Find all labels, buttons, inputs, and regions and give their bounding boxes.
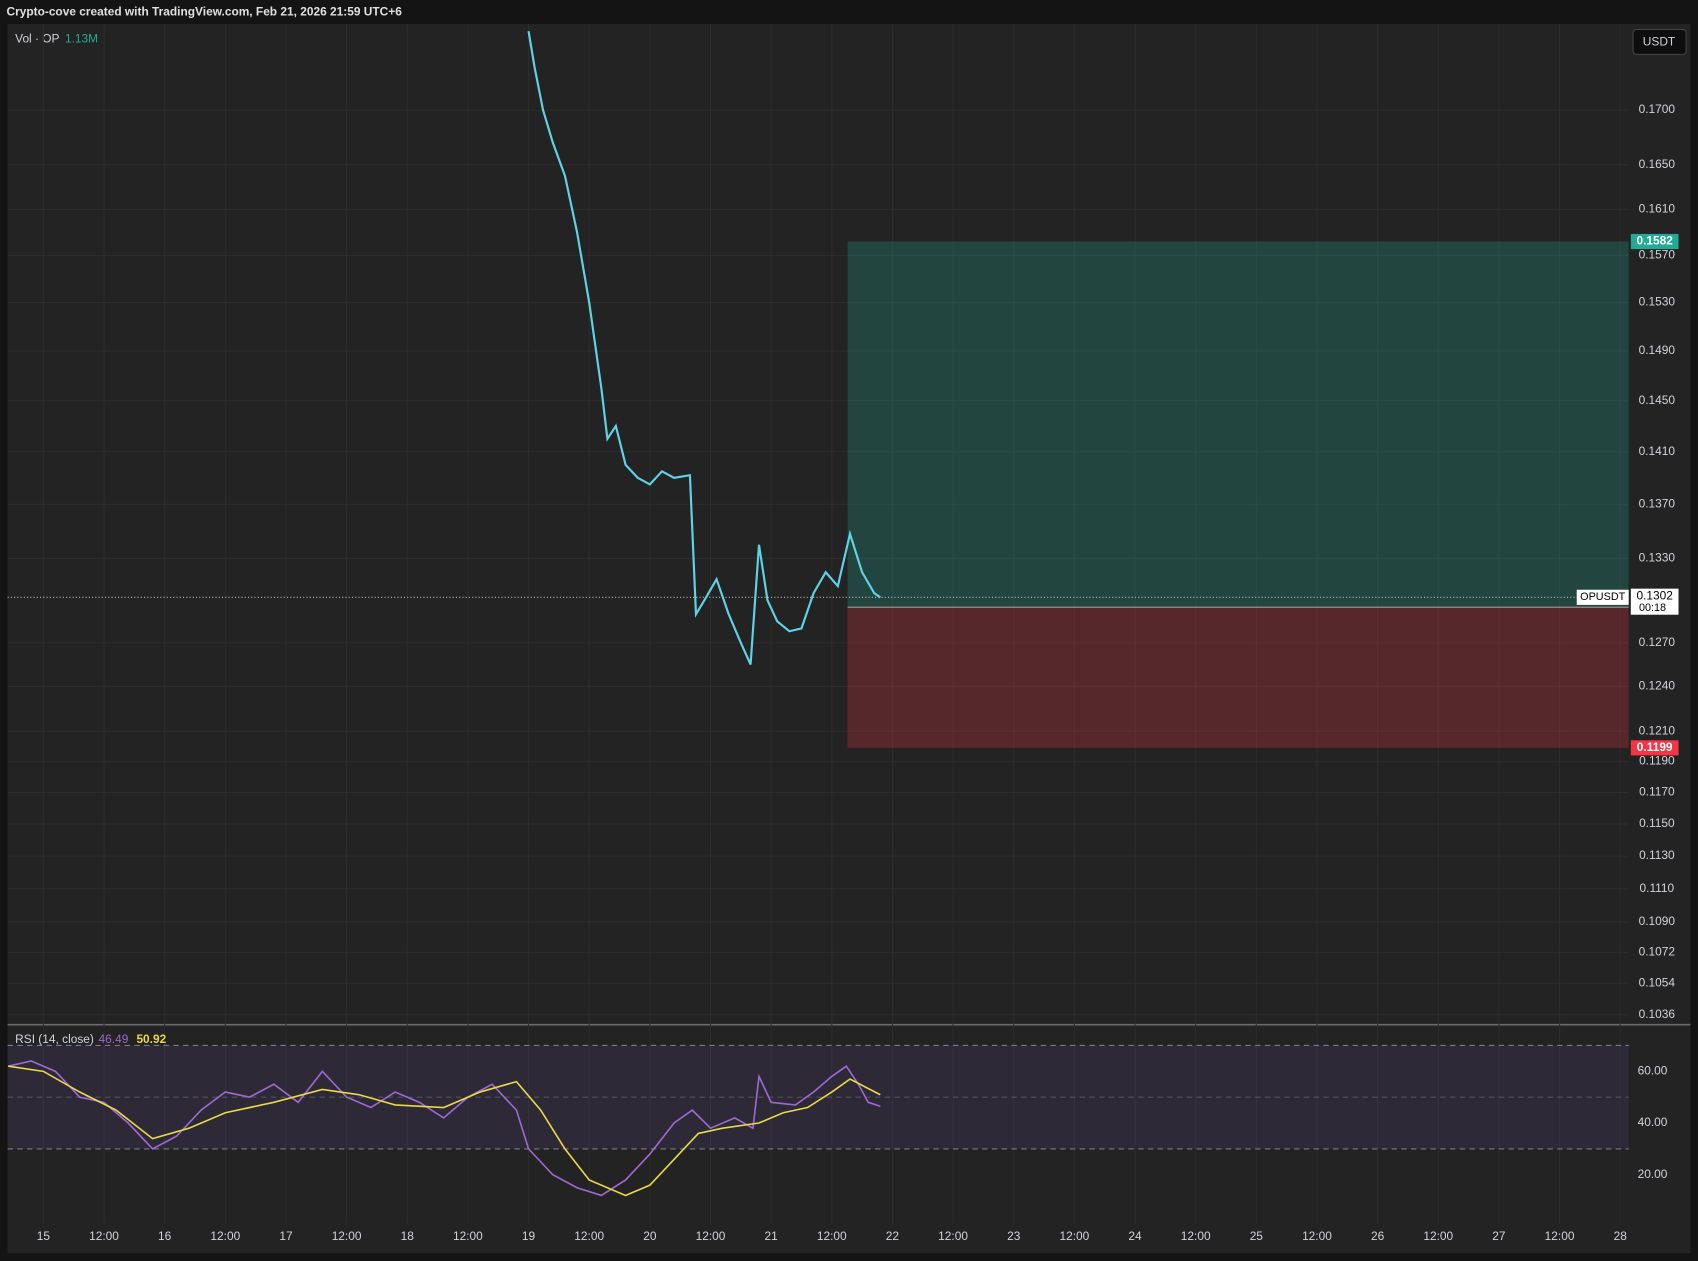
- x-tick-label: 12:00: [89, 1229, 119, 1243]
- y-tick-label: 20.00: [1638, 1167, 1668, 1181]
- stop-label: 0.1199: [1637, 740, 1673, 754]
- x-tick-label: 12:00: [210, 1229, 240, 1243]
- y-tick-label: 0.1610: [1639, 202, 1676, 216]
- symbol-tag: [1576, 589, 1629, 605]
- price-line: [527, 31, 881, 665]
- x-tick-label: 12:00: [453, 1229, 483, 1243]
- y-tick-label: 0.1650: [1639, 157, 1676, 171]
- rsi-line: [8, 1065, 881, 1197]
- rsi-value: 50.92: [136, 1032, 166, 1046]
- countdown: 00:18: [1639, 602, 1666, 614]
- y-tick-label: 0.1072: [1639, 945, 1676, 959]
- y-tick-label: 0.1370: [1639, 496, 1676, 510]
- x-tick-label: 22: [886, 1229, 900, 1243]
- x-tick-label: 25: [1250, 1229, 1264, 1243]
- x-tick-label: 12:00: [817, 1229, 847, 1243]
- x-tick-label: 12:00: [938, 1229, 968, 1243]
- y-tick-label: 0.1700: [1639, 102, 1676, 116]
- y-tick-label: 0.1130: [1639, 848, 1675, 862]
- x-tick-label: 12:00: [1302, 1229, 1332, 1243]
- y-tick-label: 0.1190: [1639, 754, 1675, 768]
- y-tick-label: 0.1210: [1639, 723, 1676, 737]
- currency-button[interactable]: [1632, 28, 1687, 55]
- x-tick-label: 16: [158, 1229, 172, 1243]
- x-tick-label: 24: [1128, 1229, 1142, 1243]
- stop-badge: [1630, 740, 1679, 756]
- attribution: Crypto-cove created with TradingView.com…: [6, 4, 402, 18]
- rsi-value: 46.49: [99, 1032, 129, 1046]
- y-tick-label: 0.1170: [1639, 785, 1675, 799]
- y-tick-label: 0.1270: [1639, 635, 1676, 649]
- x-tick-label: 12:00: [574, 1229, 604, 1243]
- x-tick-label: 26: [1371, 1229, 1385, 1243]
- x-tick-label: 17: [279, 1229, 293, 1243]
- x-tick-label: 15: [37, 1229, 51, 1243]
- x-tick-label: 19: [522, 1229, 536, 1243]
- y-tick-label: 60.00: [1638, 1063, 1668, 1077]
- x-tick-label: 27: [1492, 1229, 1506, 1243]
- symbol-label: OPUSDT: [1580, 591, 1625, 603]
- y-tick-label: 0.1490: [1639, 343, 1676, 357]
- y-tick-label: 0.1110: [1640, 881, 1675, 895]
- x-tick-label: 12:00: [1545, 1229, 1575, 1243]
- y-tick-label: 0.1450: [1639, 393, 1676, 407]
- rsi-title: RSI (14, close): [15, 1032, 94, 1046]
- x-tick-label: 23: [1007, 1229, 1021, 1243]
- rsi-line: [8, 1060, 881, 1197]
- target-label: 0.1582: [1636, 234, 1673, 248]
- y-tick-label: 0.1036: [1639, 1007, 1676, 1021]
- x-tick-label: 28: [1614, 1229, 1628, 1243]
- y-tick-label: 0.1054: [1639, 975, 1676, 989]
- currency[interactable]: USDT: [1643, 35, 1675, 49]
- x-tick-label: 12:00: [1181, 1229, 1211, 1243]
- y-tick-label: 0.1570: [1639, 248, 1676, 262]
- last-price-tag: [1630, 588, 1679, 615]
- volume-value: 1.13M: [65, 31, 98, 45]
- x-tick-label: 12:00: [696, 1229, 726, 1243]
- x-tick-label: 12:00: [1059, 1229, 1089, 1243]
- y-tick-label: 0.1240: [1639, 679, 1676, 693]
- x-tick-label: 12:00: [332, 1229, 362, 1243]
- x-tick-label: 21: [765, 1229, 779, 1243]
- chart-background: [7, 24, 1691, 1254]
- y-tick-label: 40.00: [1638, 1115, 1668, 1129]
- y-tick-label: 0.1530: [1639, 295, 1676, 309]
- x-tick-label: 20: [643, 1229, 657, 1243]
- volume-label: Vol · OP: [15, 31, 59, 45]
- target-badge: [1630, 233, 1679, 250]
- profit-zone: [847, 241, 1629, 608]
- y-tick-label: 0.1410: [1639, 444, 1676, 458]
- loss-zone: [847, 607, 1629, 748]
- y-tick-label: 0.1090: [1639, 914, 1676, 928]
- y-tick-label: 0.1150: [1639, 816, 1675, 830]
- y-tick-label: 0.1330: [1639, 551, 1676, 565]
- last-price-label: 0.1302: [1636, 588, 1673, 602]
- x-tick-label: 18: [401, 1229, 415, 1243]
- x-tick-label: 12:00: [1423, 1229, 1453, 1243]
